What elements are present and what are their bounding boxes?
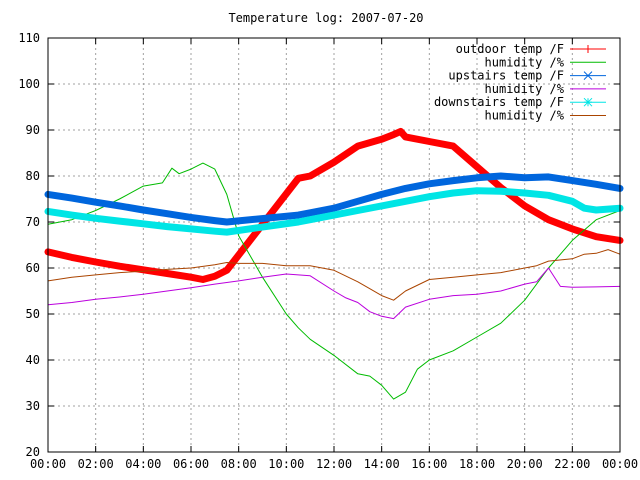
series-4 [44,187,624,236]
legend-label: humidity /% [485,55,565,69]
y-tick-label: 50 [26,307,40,321]
series-line [47,249,621,301]
x-tick-label: 12:00 [316,457,352,471]
y-tick-label: 70 [26,215,40,229]
series-layer [44,127,624,400]
legend-label: humidity /% [485,82,565,96]
x-tick-label: 04:00 [125,457,161,471]
x-tick-label: 20:00 [507,457,543,471]
y-tick-label: 110 [18,31,40,45]
x-tick-label: 00:00 [602,457,638,471]
series-5 [47,249,621,301]
ticks: 20 30 40 50 60 70 80 90 100 110 00:00 02:00 04:00 06:… [18,31,638,471]
legend-label: upstairs temp /F [448,69,564,83]
legend-label: humidity /% [485,109,565,123]
series-line [47,162,621,400]
x-tick-label: 08:00 [221,457,257,471]
legend-marker [583,97,593,107]
legend-marker [583,71,593,80]
legend-label: outdoor temp /F [456,42,564,56]
y-tick-label: 40 [26,353,40,367]
series-line [44,172,624,226]
y-tick-label: 80 [26,169,40,183]
x-tick-label: 06:00 [173,457,209,471]
y-tick-label: 90 [26,123,40,137]
x-tick-label: 16:00 [411,457,447,471]
y-tick-label: 60 [26,261,40,275]
y-tick-label: 100 [18,77,40,91]
x-tick-label: 02:00 [78,457,114,471]
x-tick-label: 22:00 [554,457,590,471]
x-tick-label: 18:00 [459,457,495,471]
series-2 [44,172,624,226]
grid [48,38,620,452]
series-line [44,187,624,236]
series-1 [47,162,621,400]
y-tick-label: 30 [26,399,40,413]
series-line [47,267,621,320]
series-3 [47,267,621,320]
x-tick-label: 14:00 [364,457,400,471]
x-tick-label: 00:00 [30,457,66,471]
y-tick-label: 20 [26,445,40,459]
x-tick-label: 10:00 [268,457,304,471]
legend-label: downstairs temp /F [434,95,564,109]
chart-title: Temperature log: 2007-07-20 [228,11,423,25]
